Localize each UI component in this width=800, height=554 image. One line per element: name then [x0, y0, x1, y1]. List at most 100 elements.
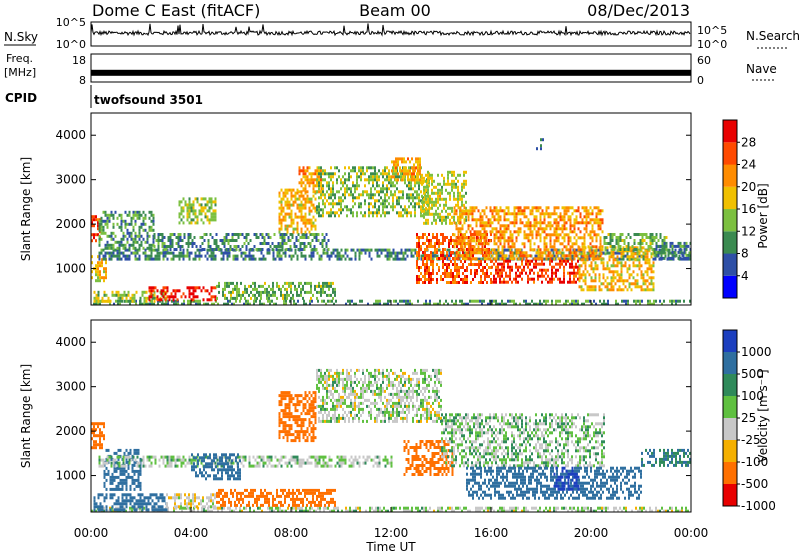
heatmap-cell [418, 187, 420, 191]
heatmap-cell [322, 287, 324, 291]
heatmap-cell [429, 206, 431, 210]
heatmap-cell [456, 269, 458, 272]
heatmap-cell [295, 302, 297, 305]
heatmap-cell [431, 206, 433, 210]
heatmap-cell [655, 299, 657, 303]
heatmap-cell [453, 212, 456, 216]
heatmap-cell [417, 299, 419, 303]
heatmap-cell [668, 248, 671, 252]
heatmap-cell [149, 302, 151, 305]
heatmap-cell [320, 190, 322, 194]
heatmap-cell [519, 271, 521, 275]
heatmap-cell [132, 246, 135, 250]
heatmap-cell [114, 210, 117, 214]
heatmap-cell [262, 284, 264, 288]
heatmap-cell [131, 509, 133, 512]
heatmap-cell [545, 254, 548, 258]
heatmap-cell [375, 509, 377, 512]
heatmap-cell [126, 228, 129, 232]
heatmap-cell [587, 299, 589, 303]
heatmap-cell [117, 290, 120, 294]
heatmap-cell [254, 284, 256, 288]
heatmap-cell [97, 261, 99, 265]
heatmap-cell [125, 509, 127, 512]
heatmap-cell [95, 299, 98, 303]
heatmap-cell [208, 218, 211, 222]
heatmap-cell [228, 251, 231, 255]
heatmap-cell [639, 239, 642, 242]
heatmap-cell [606, 248, 609, 252]
heatmap-cell [412, 248, 415, 252]
heatmap-cell [578, 270, 581, 274]
heatmap-cell [505, 254, 508, 258]
heatmap-cell [439, 203, 441, 207]
heatmap-cell [626, 257, 629, 261]
heatmap-cell [484, 245, 486, 248]
heatmap-cell [196, 254, 199, 258]
heatmap-cell [284, 254, 287, 258]
heatmap-cell [322, 284, 324, 288]
heatmap-cell [652, 261, 655, 265]
heatmap-cell [665, 241, 668, 245]
heatmap-cell [418, 199, 420, 203]
heatmap-cell [411, 178, 413, 182]
heatmap-cell [374, 187, 376, 191]
heatmap-cell [269, 299, 271, 303]
heatmap-cell [360, 166, 362, 170]
heatmap-cell [517, 265, 519, 269]
heatmap-cell [674, 248, 677, 252]
heatmap-cell [434, 245, 436, 248]
heatmap-cell [298, 284, 300, 288]
heatmap-cell [310, 203, 313, 207]
heatmap-cell [308, 230, 311, 234]
heatmap-cell [563, 221, 566, 225]
heatmap-cell [380, 214, 382, 218]
heatmap-cell [563, 254, 566, 258]
heatmap-cell [635, 299, 637, 303]
heatmap-cell [685, 256, 688, 260]
heatmap-cell [395, 157, 397, 161]
heatmap-cell [430, 260, 432, 263]
heatmap-cell [368, 211, 370, 215]
heatmap-cell [458, 269, 460, 272]
heatmap-cell [575, 242, 578, 246]
heatmap-cell [599, 254, 602, 258]
heatmap-cell [370, 166, 372, 170]
heatmap-cell [153, 296, 156, 300]
heatmap-cell [290, 284, 292, 288]
heatmap-cell [234, 296, 236, 300]
heatmap-cell [521, 262, 523, 266]
heatmap-cell [100, 237, 103, 241]
heatmap-cell [590, 264, 593, 268]
heatmap-cell [499, 206, 502, 210]
heatmap-cell [529, 230, 532, 234]
heatmap-cell [582, 288, 585, 292]
heatmap-cell [559, 277, 561, 281]
heatmap-cell [406, 254, 409, 258]
heatmap-cell [302, 166, 305, 170]
heatmap-cell [320, 254, 323, 258]
heatmap-cell [224, 251, 227, 255]
heatmap-cell [478, 233, 480, 236]
heatmap-cell [422, 257, 424, 260]
heatmap-cell [240, 251, 243, 255]
heatmap-cell [420, 266, 422, 269]
heatmap-cell [603, 242, 606, 245]
heatmap-cell [171, 242, 174, 245]
heatmap-cell [146, 240, 149, 244]
heatmap-cell [659, 250, 662, 254]
heatmap-cell [458, 272, 460, 275]
heatmap-cell [571, 230, 574, 234]
heatmap-cell [459, 209, 462, 213]
heatmap-cell [420, 272, 422, 275]
heatmap-cell [663, 256, 666, 260]
heatmap-cell [400, 172, 402, 176]
heatmap-cell [336, 257, 339, 261]
heatmap-cell [604, 252, 607, 256]
heatmap-cell [416, 281, 418, 284]
heatmap-cell [258, 290, 260, 294]
heatmap-cell [679, 256, 682, 260]
heatmap-cell [571, 242, 574, 246]
heatmap-cell [228, 254, 231, 258]
heatmap-cell [451, 506, 453, 510]
